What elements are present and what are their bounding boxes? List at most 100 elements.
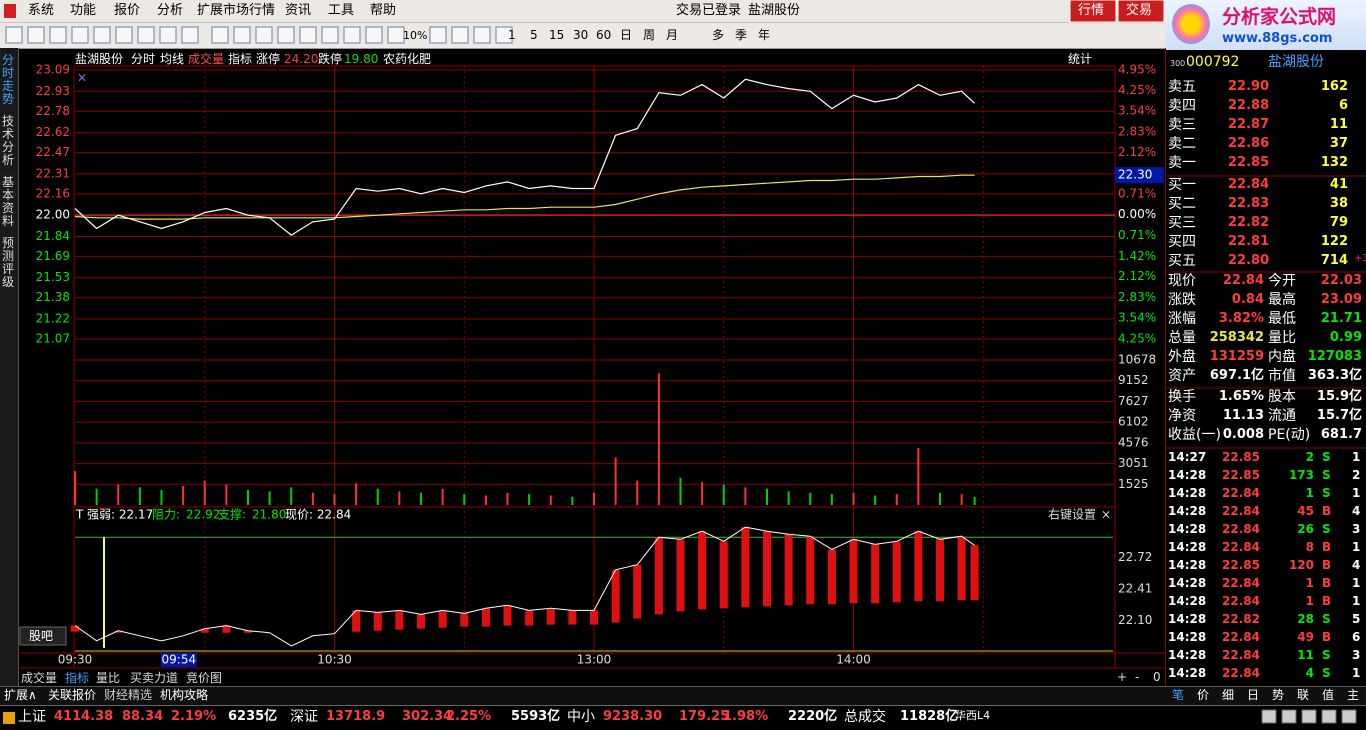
index-change: 179.25 bbox=[679, 709, 730, 724]
quote-tab[interactable]: 联 bbox=[1297, 688, 1310, 702]
tray-icon bbox=[1321, 709, 1337, 724]
volume-bar bbox=[203, 480, 206, 505]
volume-bar bbox=[830, 494, 833, 505]
period-button[interactable]: 5 bbox=[530, 28, 538, 42]
zoom-button[interactable]: + bbox=[1117, 670, 1128, 684]
trade-time: 14:28 bbox=[1168, 468, 1207, 482]
trade-time: 14:28 bbox=[1168, 486, 1207, 500]
trade-side: B bbox=[1322, 504, 1332, 518]
quote-tab[interactable]: 价 bbox=[1197, 688, 1210, 702]
stat-label: 资产 bbox=[1168, 368, 1196, 384]
indicator-tab[interactable]: 量比 bbox=[96, 671, 121, 685]
volume-bar bbox=[895, 494, 898, 505]
side-tab[interactable]: 技术分析 bbox=[2, 114, 15, 167]
period-button[interactable]: 1 bbox=[508, 28, 516, 42]
indicator-tick-label: 22.10 bbox=[1118, 613, 1152, 627]
period-button[interactable]: 年 bbox=[758, 28, 771, 42]
strength-bar bbox=[438, 610, 447, 628]
menu-item[interactable]: 帮助 bbox=[370, 3, 397, 18]
menu-item[interactable]: 系统 bbox=[28, 3, 55, 18]
trade-count: 2 bbox=[1352, 468, 1361, 482]
limit-down: 19.80 bbox=[344, 52, 379, 66]
y2-tick-label: 3.54% bbox=[1118, 104, 1156, 118]
indicator-tab[interactable]: 竞价图 bbox=[186, 671, 223, 685]
indicator-tick-label: 22.72 bbox=[1118, 550, 1152, 564]
quote-tab[interactable]: 主 bbox=[1347, 688, 1360, 702]
menu-item[interactable]: 功能 bbox=[70, 3, 97, 18]
chart-toggle[interactable]: 指标 bbox=[228, 52, 253, 66]
period-button[interactable]: 30 bbox=[573, 28, 589, 42]
strength-bar bbox=[892, 541, 901, 603]
indicator-tab[interactable]: 成交量 bbox=[21, 671, 58, 685]
trade-volume: 28 bbox=[1297, 612, 1314, 626]
chart-toggle[interactable]: 分时 bbox=[131, 52, 156, 66]
lower-tab[interactable]: 扩展∧ bbox=[4, 688, 37, 702]
toolbar-icon bbox=[49, 26, 67, 44]
period-button[interactable]: 周 bbox=[643, 28, 656, 42]
toolbar-icon bbox=[159, 26, 177, 44]
side-tab[interactable]: 预测评级 bbox=[2, 236, 15, 289]
menu-item[interactable]: 资讯 bbox=[285, 3, 312, 18]
menu-item[interactable]: 工具 bbox=[328, 3, 355, 18]
trade-count: 1 bbox=[1352, 486, 1361, 500]
lower-tab[interactable]: 关联报价 bbox=[48, 688, 97, 702]
quote-tab[interactable]: 值 bbox=[1322, 688, 1335, 702]
trade-count: 4 bbox=[1352, 558, 1361, 572]
top-button-label[interactable]: 交易 bbox=[1126, 3, 1153, 18]
volume-bar bbox=[376, 488, 379, 505]
period-button[interactable]: 多 bbox=[712, 28, 725, 42]
quote-tab[interactable]: 细 bbox=[1222, 688, 1235, 702]
quote-tab[interactable]: 笔 bbox=[1172, 688, 1185, 702]
volume-bar bbox=[528, 494, 531, 505]
zoom-button[interactable]: 0 bbox=[1153, 670, 1161, 684]
chart-toggle[interactable]: 均线 bbox=[160, 52, 185, 66]
side-tab[interactable]: 基本资料 bbox=[2, 175, 15, 228]
guba-button-label[interactable]: 股吧 bbox=[29, 629, 54, 643]
period-button[interactable]: 15 bbox=[549, 28, 565, 42]
strength-bar bbox=[654, 537, 663, 615]
login-status: 交易已登录 bbox=[676, 3, 742, 18]
stats-button[interactable]: 统计 bbox=[1068, 52, 1093, 66]
strength-bar bbox=[417, 614, 425, 629]
trade-count: 3 bbox=[1352, 648, 1361, 662]
y-tick-label: 22.78 bbox=[36, 104, 70, 118]
trade-price: 22.85 bbox=[1222, 468, 1260, 482]
indicator-tab[interactable]: 指标 bbox=[65, 671, 90, 685]
trade-side: S bbox=[1322, 468, 1331, 482]
strength-bar bbox=[373, 612, 382, 631]
quote-tab[interactable]: 日 bbox=[1247, 688, 1260, 702]
trade-side: B bbox=[1322, 558, 1332, 572]
stat-label: 净资 bbox=[1168, 408, 1196, 424]
limit-down-label: 跌停 bbox=[318, 52, 343, 66]
trade-time: 14:28 bbox=[1168, 648, 1207, 662]
period-button[interactable]: 季 bbox=[735, 28, 748, 42]
volume-bar bbox=[636, 480, 639, 505]
book-volume: 41 bbox=[1329, 177, 1348, 192]
lower-tab[interactable]: 财经精选 bbox=[104, 688, 153, 702]
menu-item[interactable]: 分析 bbox=[157, 3, 184, 18]
chart-toggle[interactable]: 成交量 bbox=[188, 52, 225, 66]
menu-item[interactable]: 报价 bbox=[114, 3, 141, 18]
y-tick-label: 21.53 bbox=[36, 270, 70, 284]
lower-tab[interactable]: 机构攻略 bbox=[160, 688, 209, 702]
stat-value: 0.99 bbox=[1329, 330, 1362, 345]
trade-price: 22.84 bbox=[1222, 486, 1260, 500]
indicator-tab[interactable]: 买卖力道 bbox=[130, 671, 179, 685]
quote-tab[interactable]: 势 bbox=[1272, 688, 1285, 702]
y2-tick-label: 1.42% bbox=[1118, 249, 1156, 263]
period-button[interactable]: 月 bbox=[666, 28, 679, 42]
trade-side: S bbox=[1322, 522, 1331, 536]
x-tick-label: 09:30 bbox=[58, 653, 93, 667]
strength-bar bbox=[763, 531, 771, 607]
y2-tick-label: 4.95% bbox=[1118, 63, 1156, 77]
period-button[interactable]: 日 bbox=[620, 28, 633, 42]
top-button-label[interactable]: 行情 bbox=[1078, 3, 1105, 18]
toolbar-icon bbox=[321, 26, 339, 44]
period-button[interactable]: 60 bbox=[596, 28, 612, 42]
zoom-button[interactable]: - bbox=[1135, 670, 1140, 684]
side-tab[interactable]: 分时走势 bbox=[2, 53, 15, 106]
trade-side: S bbox=[1322, 486, 1331, 500]
menu-item[interactable]: 扩展市场行情 bbox=[197, 3, 276, 18]
stat-label: 换手 bbox=[1168, 389, 1196, 405]
trade-side: B bbox=[1322, 540, 1332, 554]
